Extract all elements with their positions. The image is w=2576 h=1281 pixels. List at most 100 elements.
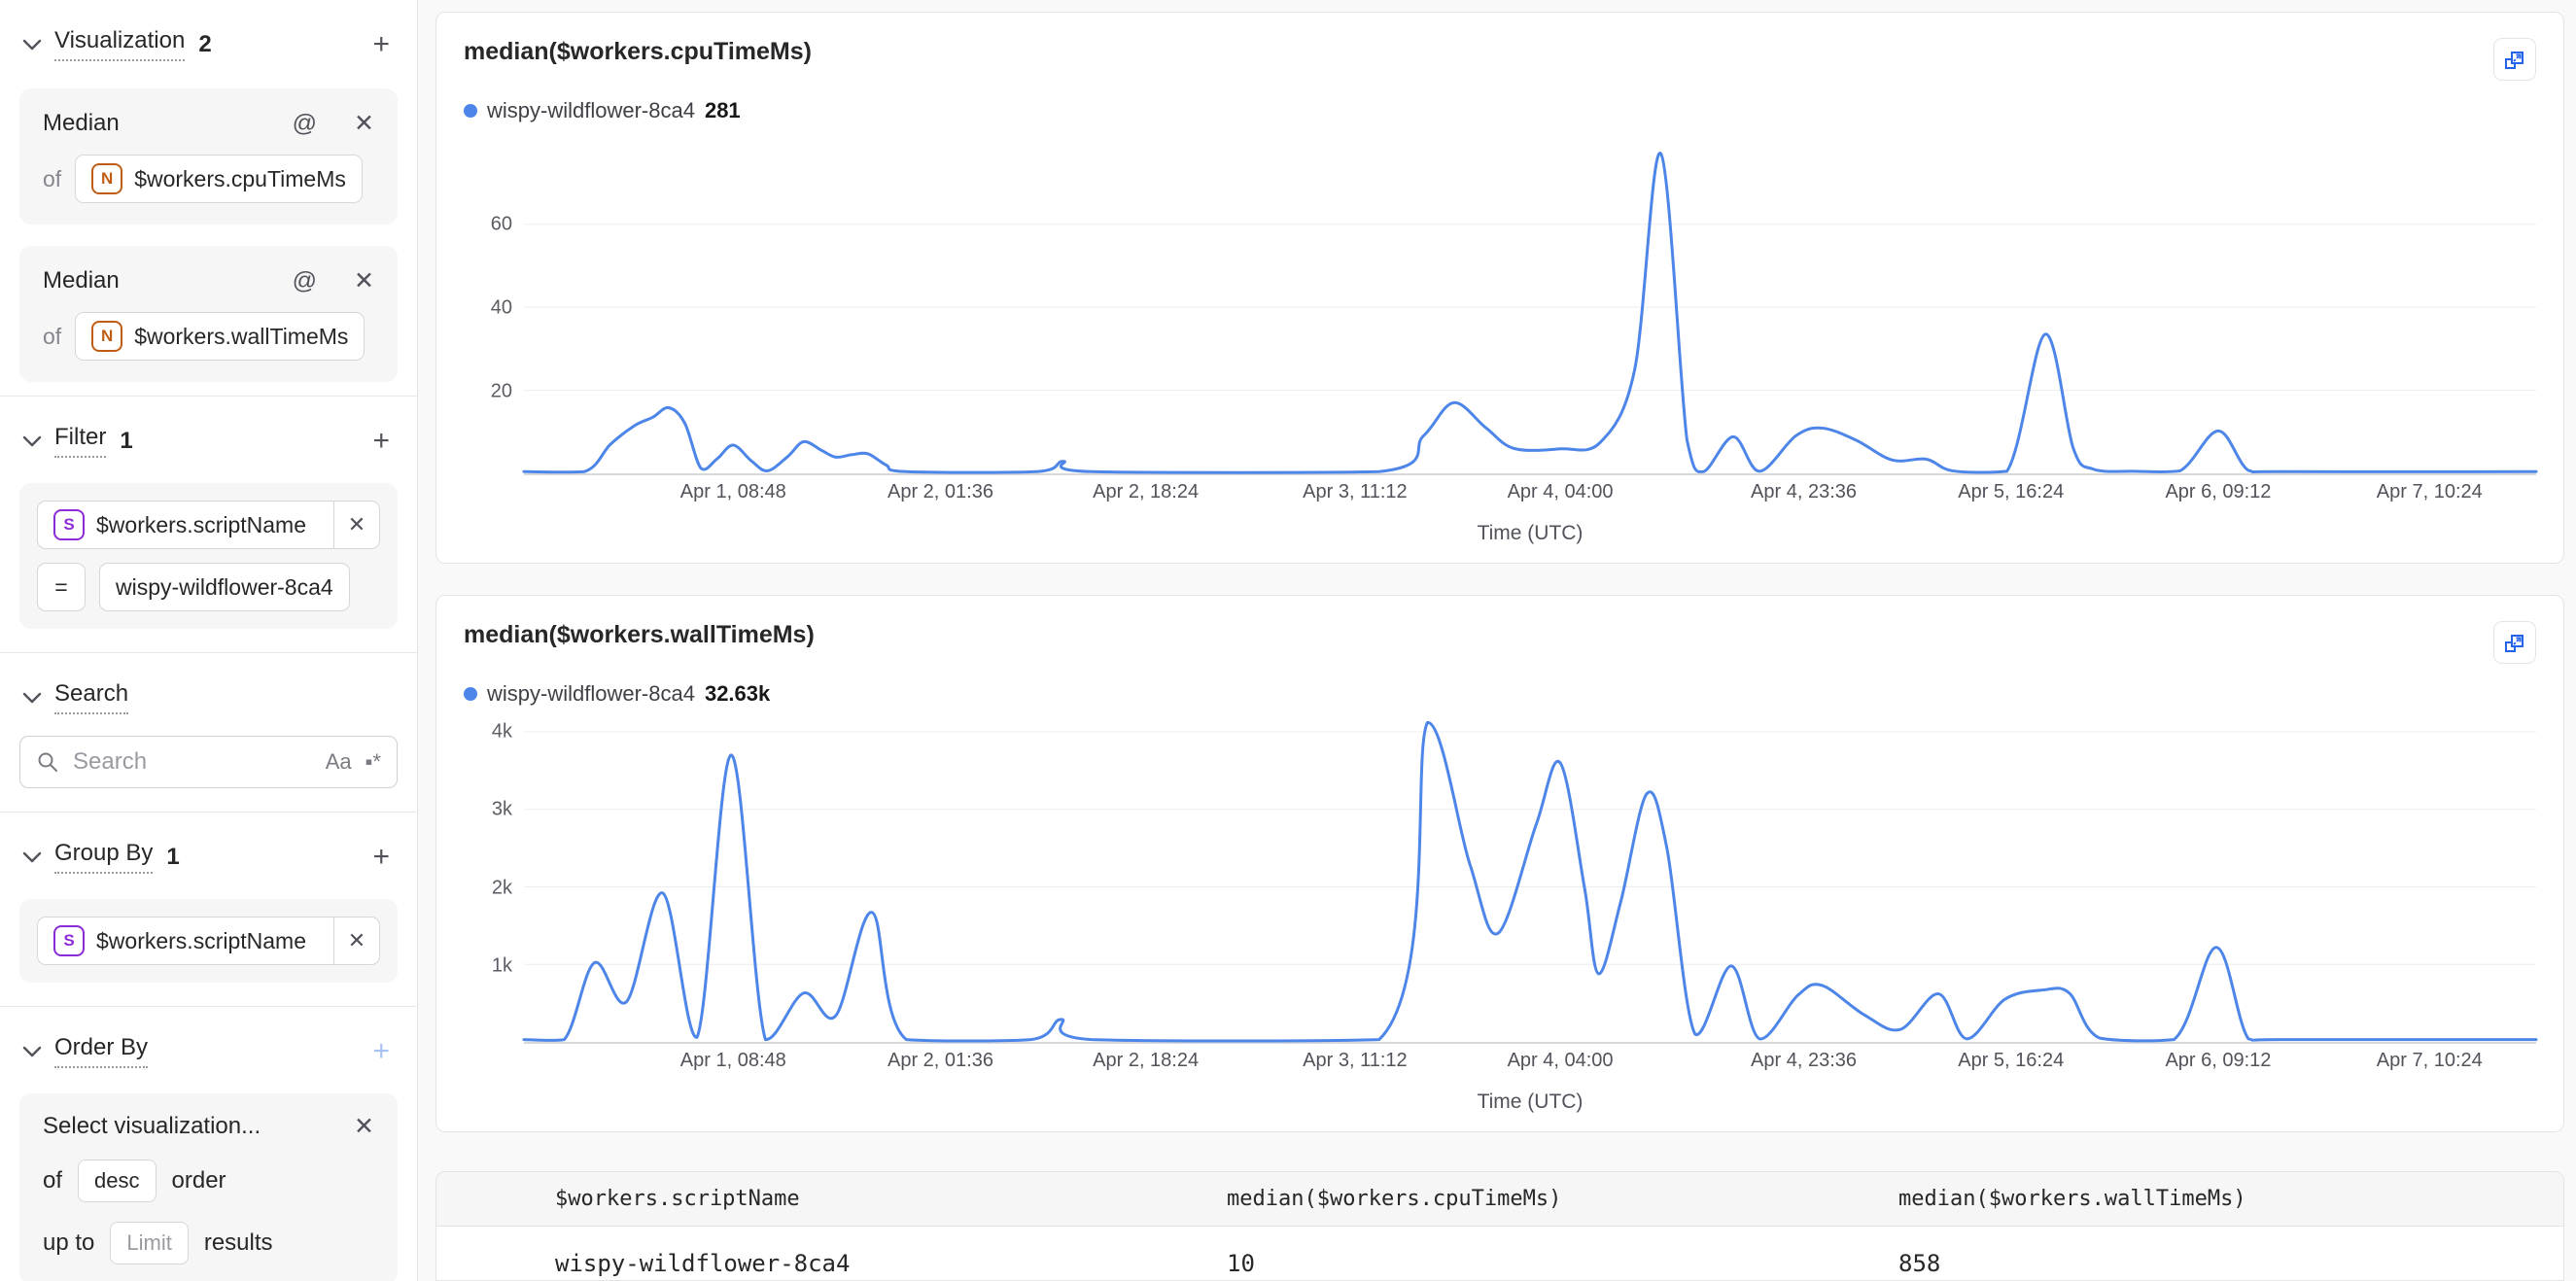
remove-filter-icon[interactable]: ✕	[333, 502, 379, 548]
filter-section-header: Filter 1 +	[19, 410, 398, 464]
chevron-down-icon[interactable]	[21, 687, 43, 709]
order-by-visualization-selector[interactable]: Select visualization...	[43, 1113, 261, 1139]
sort-direction-selector[interactable]: desc	[78, 1160, 157, 1202]
x-tick-label: Apr 7, 10:24	[2376, 1050, 2483, 1071]
series-color-dot	[464, 687, 477, 701]
cell-script-name: wispy-wildflower-8ca4	[555, 1250, 851, 1277]
close-icon[interactable]: ✕	[354, 1112, 374, 1140]
string-field-icon: S	[53, 509, 85, 540]
group-by-section: Group By 1 + S $workers.scriptName ✕	[0, 813, 417, 1006]
filter-field-label: $workers.scriptName	[96, 511, 306, 537]
match-case-icon[interactable]: Aa	[325, 749, 352, 774]
of-label: of	[43, 323, 62, 349]
string-field-icon: S	[53, 925, 85, 956]
series-value: 32.63k	[704, 681, 771, 706]
close-icon[interactable]: ✕	[354, 109, 374, 137]
add-order-by-button[interactable]: +	[366, 1036, 396, 1066]
chevron-down-icon[interactable]	[21, 1041, 43, 1062]
visualization-section-header: Visualization 2 +	[19, 14, 398, 67]
at-icon[interactable]: @	[292, 109, 318, 137]
plot-area[interactable]	[524, 720, 2536, 1044]
column-header-cpu-time: median($workers.cpuTimeMs)	[1227, 1187, 1562, 1211]
of-label: of	[43, 1167, 63, 1194]
x-axis-title: Time (UTC)	[1477, 1091, 1584, 1113]
visualization-section-label: Visualization	[54, 27, 186, 61]
aggregation-selector[interactable]: Median	[43, 267, 120, 294]
regex-icon[interactable]: ▪*	[365, 749, 381, 774]
x-axis-title: Time (UTC)	[1477, 522, 1584, 544]
visualization-card: Median @ ✕ of N $workers.cpuTimeMs	[19, 88, 398, 225]
add-filter-button[interactable]: +	[366, 426, 396, 456]
visualization-card: Median @ ✕ of N $workers.wallTimeMs	[19, 246, 398, 382]
section-divider	[0, 652, 417, 653]
series-name: wispy-wildflower-8ca4	[487, 681, 695, 706]
expand-chart-button[interactable]	[2493, 621, 2536, 664]
y-tick-label: 60	[490, 213, 512, 235]
x-tick-label: Apr 4, 04:00	[1507, 1050, 1614, 1071]
legend-item[interactable]: wispy-wildflower-8ca4 32.63k	[464, 681, 2536, 707]
group-by-field-label: $workers.scriptName	[96, 927, 306, 953]
x-tick-label: Apr 6, 09:12	[2165, 1050, 2272, 1071]
of-label: of	[43, 165, 62, 191]
chevron-down-icon[interactable]	[21, 847, 43, 868]
results-table: $workers.scriptName median($workers.cpuT…	[435, 1171, 2564, 1281]
table-header-row: $workers.scriptName median($workers.cpuT…	[436, 1172, 2563, 1227]
y-tick-label: 3k	[491, 798, 512, 820]
search-box: Aa ▪*	[19, 736, 398, 788]
expand-chart-button[interactable]	[2493, 38, 2536, 81]
x-tick-label: Apr 6, 09:12	[2165, 481, 2272, 502]
filter-section: Filter 1 + S $workers.scriptName ✕ = wis…	[0, 397, 417, 652]
at-icon[interactable]: @	[292, 266, 318, 294]
x-tick-label: Apr 4, 23:36	[1751, 481, 1857, 502]
group-by-field-chip[interactable]: S $workers.scriptName ✕	[37, 917, 380, 965]
close-icon[interactable]: ✕	[354, 266, 374, 294]
remove-group-by-icon[interactable]: ✕	[333, 917, 379, 964]
group-by-section-label: Group By	[54, 840, 154, 874]
search-input[interactable]	[73, 748, 312, 776]
cell-wall-time: 858	[1898, 1250, 1941, 1277]
x-tick-label: Apr 1, 08:48	[679, 481, 786, 502]
field-chip-label: $workers.wallTimeMs	[134, 323, 349, 349]
filter-operator-selector[interactable]: =	[37, 563, 86, 611]
group-by-count: 1	[166, 843, 180, 870]
chevron-down-icon[interactable]	[21, 34, 43, 55]
x-axis: Apr 1, 08:48 Apr 2, 01:36 Apr 2, 18:24 Apr …	[524, 481, 2536, 510]
visualization-count: 2	[198, 30, 212, 57]
order-label: order	[171, 1167, 226, 1194]
filter-field-chip[interactable]: S $workers.scriptName ✕	[37, 501, 380, 549]
plot-area[interactable]	[524, 137, 2536, 475]
field-chip-cpu-time[interactable]: N $workers.cpuTimeMs	[75, 155, 363, 203]
add-visualization-button[interactable]: +	[366, 29, 396, 59]
y-axis: 1k 2k 3k 4k	[464, 720, 524, 1044]
table-row[interactable]: wispy-wildflower-8ca4 10 858	[436, 1227, 2563, 1280]
group-by-card: S $workers.scriptName ✕	[19, 899, 398, 983]
section-divider	[0, 812, 417, 813]
legend-item[interactable]: wispy-wildflower-8ca4 281	[464, 98, 2536, 123]
results-label: results	[203, 1229, 273, 1256]
expand-icon	[2505, 52, 2524, 69]
y-axis: 20 40 60	[464, 137, 524, 475]
order-by-section: Order By + Select visualization... ✕ of …	[0, 1007, 417, 1281]
search-icon	[36, 750, 59, 774]
limit-input[interactable]: Limit	[110, 1222, 189, 1264]
series-value: 281	[704, 98, 741, 122]
filter-value-chip[interactable]: wispy-wildflower-8ca4	[99, 563, 350, 611]
numeric-field-icon: N	[91, 321, 123, 352]
field-chip-wall-time[interactable]: N $workers.wallTimeMs	[75, 312, 366, 361]
column-header-wall-time: median($workers.wallTimeMs)	[1898, 1187, 2246, 1211]
chevron-down-icon[interactable]	[21, 431, 43, 452]
up-to-label: up to	[43, 1229, 95, 1256]
wall-time-chart-card: median($workers.wallTimeMs) wispy-wildfl…	[435, 595, 2564, 1132]
x-axis: Apr 1, 08:48 Apr 2, 01:36 Apr 2, 18:24 Apr …	[524, 1050, 2536, 1079]
aggregation-selector[interactable]: Median	[43, 110, 120, 136]
series-color-dot	[464, 104, 477, 118]
add-group-by-button[interactable]: +	[366, 842, 396, 872]
expand-icon	[2505, 635, 2524, 652]
x-tick-label: Apr 5, 16:24	[1958, 481, 2065, 502]
x-tick-label: Apr 2, 18:24	[1093, 481, 1200, 502]
x-tick-label: Apr 2, 18:24	[1093, 1050, 1200, 1071]
y-tick-label: 20	[490, 380, 512, 402]
x-tick-label: Apr 2, 01:36	[888, 1050, 993, 1071]
numeric-field-icon: N	[91, 163, 123, 194]
